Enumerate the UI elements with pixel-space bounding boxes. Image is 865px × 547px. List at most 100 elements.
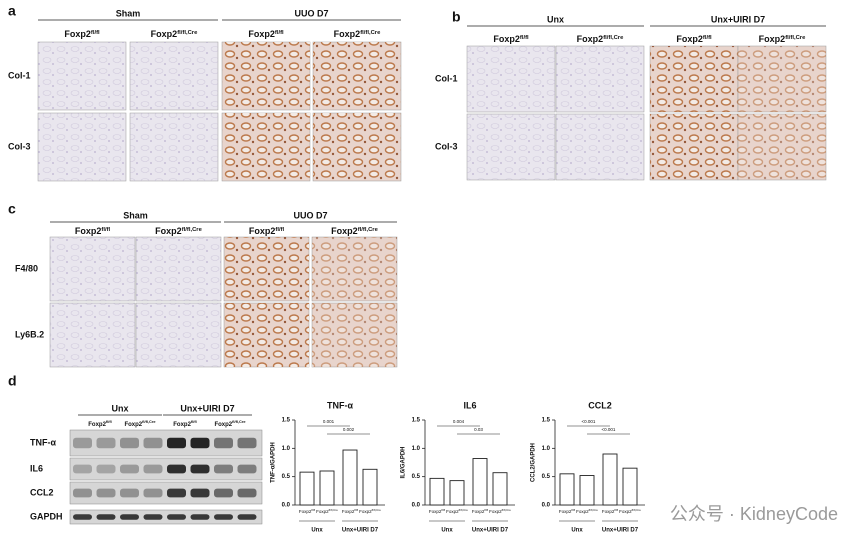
micrograph-texture (313, 113, 401, 181)
column-label: Foxp2fl/fl (88, 419, 112, 428)
label-sup: fl/fl (91, 30, 100, 36)
label-base: Foxp2 (331, 226, 358, 236)
blot-band (120, 437, 139, 449)
row-label: Col-1 (435, 73, 458, 83)
column-label: Foxp2fl/fl,Cre (576, 508, 598, 514)
column-label: Foxp2fl/fl (493, 34, 529, 44)
column-label: Foxp2fl/fl,Cre (316, 508, 338, 514)
row-label: Ly6B.2 (15, 329, 44, 339)
bar (342, 449, 358, 506)
y-tick-label: 0.0 (412, 503, 421, 509)
y-tick-label: 1.0 (412, 446, 421, 452)
label-base: Foxp2 (155, 226, 182, 236)
column-label: Foxp2fl/fl (64, 29, 100, 39)
p-value: 0.004 (453, 419, 465, 424)
blot-band (214, 464, 233, 474)
label-base: Foxp2 (446, 509, 459, 514)
label-sup: fl/fl (354, 508, 358, 512)
bar (492, 472, 508, 506)
label-base: Foxp2 (342, 509, 355, 514)
label-sup: fl/fl,Cre (632, 508, 642, 512)
y-tick-label: 0.5 (542, 474, 551, 480)
blot-band (96, 437, 116, 449)
micrograph-texture (738, 114, 826, 180)
blot-band (73, 488, 92, 498)
bar (472, 458, 488, 506)
label-base: Foxp2 (299, 509, 312, 514)
label-base: Foxp2 (124, 422, 142, 428)
label-base: Foxp2 (64, 29, 91, 39)
group-label: Unx (571, 528, 583, 534)
column-label: Foxp2fl/fl (676, 34, 712, 44)
label-sup: fl/fl (275, 30, 284, 36)
blot-band (96, 488, 116, 498)
label-base: Foxp2 (493, 34, 520, 44)
bar (579, 475, 595, 506)
micrograph-texture (467, 114, 555, 180)
group-label: Sham (123, 210, 148, 220)
blot-band (237, 514, 257, 520)
label-sup: fl/fl (311, 508, 315, 512)
label-base: Foxp2 (75, 226, 102, 236)
label-sup: fl/fl (571, 508, 575, 512)
label-base: Foxp2 (151, 29, 178, 39)
label-base: Foxp2 (619, 509, 632, 514)
row-label: TNF-α (30, 437, 56, 447)
p-value: 0.03 (474, 427, 483, 432)
micrograph-texture (130, 113, 218, 181)
label-sup: fl/fl,Cre (358, 227, 379, 233)
group-label: UUO D7 (293, 210, 327, 220)
panel-label: c (8, 201, 16, 217)
bar (319, 470, 335, 506)
column-label: Foxp2fl/fl (472, 508, 489, 514)
chart-title: CCL2 (588, 400, 612, 410)
blot-band (143, 514, 163, 520)
label-sup: fl/fl,Cre (232, 419, 246, 424)
label-sup: fl/fl (191, 419, 197, 424)
column-label: Foxp2fl/fl (248, 29, 284, 39)
label-base: Foxp2 (316, 509, 329, 514)
panel-label: d (8, 373, 17, 389)
group-label: Unx (547, 14, 564, 24)
bar (602, 453, 618, 506)
blot-strip (69, 481, 263, 505)
label-sup: fl/fl,Cre (785, 35, 806, 41)
label-sup: fl/fl (520, 35, 529, 41)
y-axis-label: IL6/GAPDH (401, 446, 407, 478)
blot-band (237, 488, 257, 498)
column-label: Foxp2fl/fl (299, 508, 316, 514)
column-label: Foxp2fl/fl,Cre (359, 508, 381, 514)
micrograph-texture (467, 46, 555, 112)
label-sup: fl/fl,Cre (589, 508, 599, 512)
blot-strip (69, 457, 263, 481)
blot-band (190, 437, 210, 449)
blot-band (73, 437, 92, 449)
label-base: Foxp2 (559, 509, 572, 514)
blot-band (167, 488, 186, 498)
group-label: Unx (111, 403, 128, 413)
micrograph-texture (38, 42, 126, 110)
column-label: Foxp2fl/fl (559, 508, 576, 514)
blot-band (73, 514, 92, 520)
micrograph-texture (50, 237, 135, 301)
blot-band (190, 464, 210, 474)
y-tick-label: 1.5 (542, 418, 551, 424)
row-label: Col-3 (435, 141, 458, 151)
micrograph-texture (222, 113, 310, 181)
group-label: UUO D7 (294, 8, 328, 18)
panel-label: b (452, 9, 461, 25)
label-base: Foxp2 (577, 34, 604, 44)
y-axis-label: TNF-α/GAPDH (271, 442, 277, 483)
micrograph-texture (313, 42, 401, 110)
group-label: Sham (116, 8, 141, 18)
micrograph-texture (312, 303, 397, 367)
column-label: Foxp2fl/fl,Cre (151, 29, 198, 39)
blot-strip (69, 509, 263, 525)
row-label: F4/80 (15, 263, 38, 273)
blot-band (120, 514, 139, 520)
chart-title: TNF-α (327, 400, 353, 410)
y-tick-label: 0.5 (412, 474, 421, 480)
label-base: Foxp2 (214, 422, 232, 428)
label-sup: fl/fl,Cre (360, 30, 381, 36)
